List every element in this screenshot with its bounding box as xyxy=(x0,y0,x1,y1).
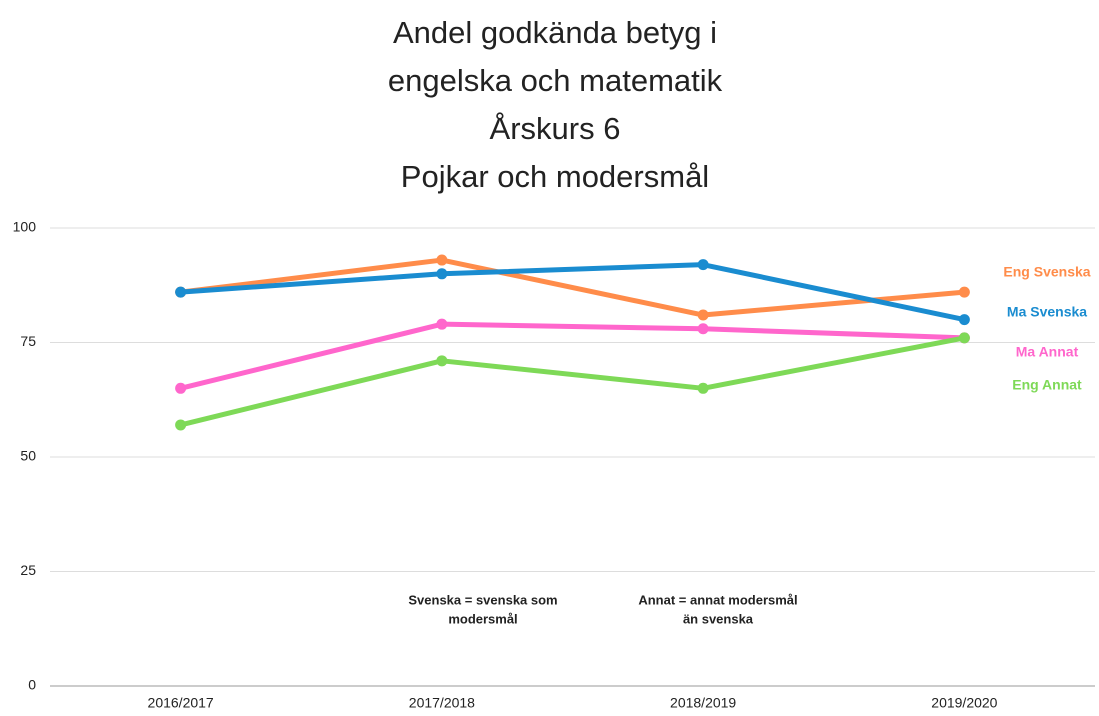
x-tick-label: 2018/2019 xyxy=(670,695,736,711)
legend-label: Ma Svenska xyxy=(1007,304,1087,320)
data-point xyxy=(175,382,187,394)
series-line xyxy=(180,335,965,428)
y-tick-label: 75 xyxy=(20,333,36,349)
y-tick-label: 0 xyxy=(28,677,36,693)
data-point xyxy=(958,332,970,344)
legend-label: Ma Annat xyxy=(1016,344,1079,360)
data-point xyxy=(697,382,709,394)
data-point xyxy=(175,419,187,431)
data-point xyxy=(958,314,970,326)
annotation: Annat = annat modersmål xyxy=(638,592,797,607)
legend-label: Eng Svenska xyxy=(1003,264,1090,280)
data-point xyxy=(436,254,448,266)
annotation: än svenska xyxy=(683,611,754,626)
data-point xyxy=(697,323,709,335)
chart-title: Pojkar och modersmål xyxy=(401,159,709,194)
x-tick-label: 2016/2017 xyxy=(148,695,214,711)
legend-label: Eng Annat xyxy=(1012,377,1082,393)
series-line xyxy=(180,262,965,323)
y-tick-label: 25 xyxy=(20,562,36,578)
series-line xyxy=(180,321,965,391)
x-tick-label: 2019/2020 xyxy=(931,695,997,711)
chart-title: engelska och matematik xyxy=(388,63,723,98)
y-tick-label: 50 xyxy=(20,448,36,464)
x-tick-label: 2017/2018 xyxy=(409,695,475,711)
annotation: Svenska = svenska som xyxy=(408,592,557,607)
data-point xyxy=(175,286,187,298)
y-tick-label: 100 xyxy=(13,219,37,235)
data-point xyxy=(436,318,448,330)
chart-title: Andel godkända betyg i xyxy=(393,15,717,50)
data-point xyxy=(436,355,448,367)
data-point xyxy=(697,259,709,271)
series-line xyxy=(180,257,965,318)
data-point xyxy=(958,286,970,298)
annotation: modersmål xyxy=(448,611,517,626)
chart-title: Årskurs 6 xyxy=(490,111,621,146)
data-point xyxy=(436,268,448,280)
data-point xyxy=(697,309,709,321)
